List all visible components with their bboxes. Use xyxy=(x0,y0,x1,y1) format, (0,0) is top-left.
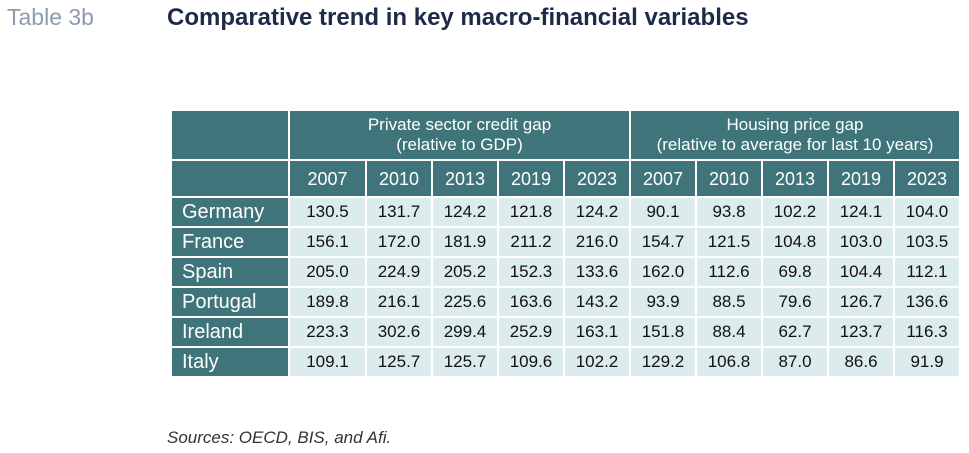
value-cell: 163.6 xyxy=(499,288,563,316)
value-cell: 225.6 xyxy=(433,288,497,316)
value-cell: 90.1 xyxy=(631,198,695,226)
table-row: Portugal 189.8 216.1 225.6 163.6 143.2 93.9 88.… xyxy=(172,288,959,316)
value-cell: 116.3 xyxy=(895,318,959,346)
value-cell: 252.9 xyxy=(499,318,563,346)
value-cell: 125.7 xyxy=(367,348,431,376)
value-cell: 88.5 xyxy=(697,288,761,316)
corner-cell xyxy=(172,161,288,196)
country-label: Portugal xyxy=(172,288,288,316)
table-row: Germany 130.5 131.7 124.2 121.8 124.2 90.1 93.8… xyxy=(172,198,959,226)
group-header-line2: (relative to average for last 10 years) xyxy=(656,135,934,154)
value-cell: 124.1 xyxy=(829,198,893,226)
value-cell: 112.6 xyxy=(697,258,761,286)
value-cell: 91.9 xyxy=(895,348,959,376)
value-cell: 130.5 xyxy=(290,198,365,226)
value-cell: 211.2 xyxy=(499,228,563,256)
value-cell: 136.6 xyxy=(895,288,959,316)
value-cell: 109.6 xyxy=(499,348,563,376)
table-row: Spain 205.0 224.9 205.2 152.3 133.6 162.0 112.6… xyxy=(172,258,959,286)
value-cell: 299.4 xyxy=(433,318,497,346)
value-cell: 106.8 xyxy=(697,348,761,376)
value-cell: 189.8 xyxy=(290,288,365,316)
value-cell: 152.3 xyxy=(499,258,563,286)
value-cell: 205.2 xyxy=(433,258,497,286)
country-label: Germany xyxy=(172,198,288,226)
sources-note: Sources: OECD, BIS, and Afi. xyxy=(167,428,392,447)
value-cell: 156.1 xyxy=(290,228,365,256)
value-cell: 124.2 xyxy=(565,198,629,226)
value-cell: 103.0 xyxy=(829,228,893,256)
corner-cell xyxy=(172,111,288,159)
year-header: 2023 xyxy=(895,161,959,196)
value-cell: 205.0 xyxy=(290,258,365,286)
value-cell: 112.1 xyxy=(895,258,959,286)
value-cell: 216.1 xyxy=(367,288,431,316)
value-cell: 86.6 xyxy=(829,348,893,376)
value-cell: 133.6 xyxy=(565,258,629,286)
value-cell: 129.2 xyxy=(631,348,695,376)
year-header: 2007 xyxy=(290,161,365,196)
value-cell: 224.9 xyxy=(367,258,431,286)
value-cell: 223.3 xyxy=(290,318,365,346)
group-header-housing-gap: Housing price gap (relative to average f… xyxy=(631,111,959,159)
country-label: Italy xyxy=(172,348,288,376)
value-cell: 104.0 xyxy=(895,198,959,226)
value-cell: 216.0 xyxy=(565,228,629,256)
value-cell: 143.2 xyxy=(565,288,629,316)
value-cell: 93.8 xyxy=(697,198,761,226)
table-label: Table 3b xyxy=(7,4,94,30)
value-cell: 104.8 xyxy=(763,228,827,256)
value-cell: 125.7 xyxy=(433,348,497,376)
value-cell: 151.8 xyxy=(631,318,695,346)
year-header: 2010 xyxy=(367,161,431,196)
value-cell: 109.1 xyxy=(290,348,365,376)
value-cell: 79.6 xyxy=(763,288,827,316)
value-cell: 62.7 xyxy=(763,318,827,346)
year-header: 2013 xyxy=(433,161,497,196)
value-cell: 104.4 xyxy=(829,258,893,286)
value-cell: 123.7 xyxy=(829,318,893,346)
value-cell: 126.7 xyxy=(829,288,893,316)
value-cell: 181.9 xyxy=(433,228,497,256)
table-body: Germany 130.5 131.7 124.2 121.8 124.2 90.1 93.8… xyxy=(172,198,959,376)
group-header-line1: Private sector credit gap xyxy=(367,115,552,134)
year-header: 2007 xyxy=(631,161,695,196)
group-header-line2: (relative to GDP) xyxy=(396,135,523,154)
value-cell: 102.2 xyxy=(763,198,827,226)
value-cell: 131.7 xyxy=(367,198,431,226)
year-header: 2019 xyxy=(499,161,563,196)
table-row: France 156.1 172.0 181.9 211.2 216.0 154.7 121.… xyxy=(172,228,959,256)
country-label: Spain xyxy=(172,258,288,286)
data-table: Private sector credit gap (relative to G… xyxy=(170,109,961,378)
value-cell: 172.0 xyxy=(367,228,431,256)
year-header: 2019 xyxy=(829,161,893,196)
group-header-row: Private sector credit gap (relative to G… xyxy=(172,111,959,159)
year-header: 2010 xyxy=(697,161,761,196)
value-cell: 93.9 xyxy=(631,288,695,316)
value-cell: 121.5 xyxy=(697,228,761,256)
value-cell: 87.0 xyxy=(763,348,827,376)
year-header: 2013 xyxy=(763,161,827,196)
year-header: 2023 xyxy=(565,161,629,196)
value-cell: 154.7 xyxy=(631,228,695,256)
value-cell: 102.2 xyxy=(565,348,629,376)
value-cell: 162.0 xyxy=(631,258,695,286)
value-cell: 121.8 xyxy=(499,198,563,226)
group-header-line1: Housing price gap xyxy=(726,115,864,134)
value-cell: 302.6 xyxy=(367,318,431,346)
country-label: France xyxy=(172,228,288,256)
group-header-credit-gap: Private sector credit gap (relative to G… xyxy=(290,111,629,159)
value-cell: 103.5 xyxy=(895,228,959,256)
value-cell: 88.4 xyxy=(697,318,761,346)
table-row: Italy 109.1 125.7 125.7 109.6 102.2 129.2 106.8… xyxy=(172,348,959,376)
value-cell: 124.2 xyxy=(433,198,497,226)
year-header-row: 2007 2010 2013 2019 2023 2007 2010 2013 2019 2023 xyxy=(172,161,959,196)
table-row: Ireland 223.3 302.6 299.4 252.9 163.1 151.8 88.… xyxy=(172,318,959,346)
country-label: Ireland xyxy=(172,318,288,346)
value-cell: 69.8 xyxy=(763,258,827,286)
value-cell: 163.1 xyxy=(565,318,629,346)
page-title: Comparative trend in key macro-financial… xyxy=(167,4,749,31)
